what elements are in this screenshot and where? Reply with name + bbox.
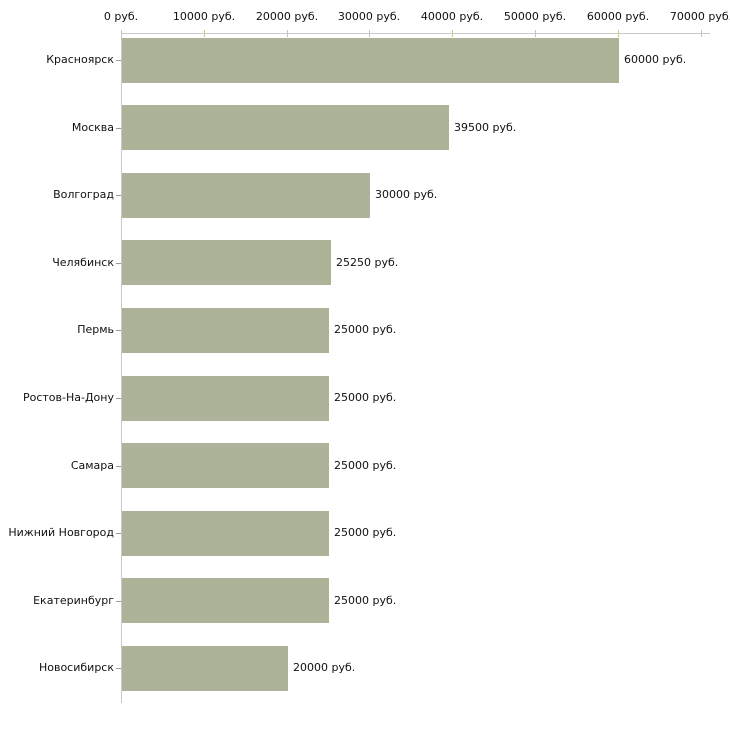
- bar: [122, 105, 449, 150]
- bar: [122, 443, 329, 488]
- category-label: Ростов-На-Дону: [22, 391, 114, 404]
- bar: [122, 578, 329, 623]
- bar: [122, 376, 329, 421]
- value-label: 60000 руб.: [624, 53, 687, 66]
- x-axis-tick-label: 10000 руб.: [172, 10, 236, 23]
- x-axis-tick-label: 70000 руб.: [669, 10, 730, 23]
- x-axis-tick: [369, 30, 370, 37]
- category-label: Пермь: [77, 323, 114, 336]
- category-label: Челябинск: [52, 256, 114, 269]
- category-tick: [116, 533, 121, 534]
- value-label: 39500 руб.: [454, 121, 517, 134]
- value-label: 25000 руб.: [334, 323, 397, 336]
- value-label: 25000 руб.: [334, 526, 397, 539]
- category-tick: [116, 330, 121, 331]
- bar: [122, 511, 329, 556]
- category-tick: [116, 195, 121, 196]
- x-axis-tick-label: 0 руб.: [103, 10, 139, 23]
- x-axis-tick: [204, 30, 205, 37]
- x-axis-tick-label: 40000 руб.: [420, 10, 484, 23]
- category-label: Москва: [71, 121, 114, 134]
- category-tick: [116, 398, 121, 399]
- category-tick: [116, 128, 121, 129]
- category-label: Новосибирск: [38, 661, 114, 674]
- category-tick: [116, 60, 121, 61]
- y-axis-line: [121, 33, 122, 703]
- bar: [122, 240, 331, 285]
- value-label: 25000 руб.: [334, 459, 397, 472]
- x-axis-tick: [535, 30, 536, 37]
- bar: [122, 646, 288, 691]
- x-axis-tick: [452, 30, 453, 37]
- bar: [122, 38, 619, 83]
- category-tick: [116, 668, 121, 669]
- category-tick: [116, 601, 121, 602]
- x-axis-tick-label: 20000 руб.: [255, 10, 319, 23]
- x-axis-tick-label: 30000 руб.: [337, 10, 401, 23]
- category-label: Екатеринбург: [33, 594, 114, 607]
- category-label: Нижний Новгород: [8, 526, 114, 539]
- category-tick: [116, 263, 121, 264]
- value-label: 25250 руб.: [336, 256, 399, 269]
- category-label: Волгоград: [53, 188, 114, 201]
- category-label: Красноярск: [46, 53, 114, 66]
- x-axis-tick: [121, 30, 122, 37]
- value-label: 20000 руб.: [293, 661, 356, 674]
- bar: [122, 173, 370, 218]
- bar: [122, 308, 329, 353]
- x-axis-line: [121, 33, 710, 34]
- category-label: Самара: [70, 459, 114, 472]
- value-label: 25000 руб.: [334, 391, 397, 404]
- x-axis-tick: [287, 30, 288, 37]
- category-tick: [116, 466, 121, 467]
- x-axis-tick-label: 60000 руб.: [586, 10, 650, 23]
- x-axis-tick: [701, 30, 702, 37]
- x-axis-tick: [618, 30, 619, 37]
- x-axis-tick-label: 50000 руб.: [503, 10, 567, 23]
- value-label: 25000 руб.: [334, 594, 397, 607]
- value-label: 30000 руб.: [375, 188, 438, 201]
